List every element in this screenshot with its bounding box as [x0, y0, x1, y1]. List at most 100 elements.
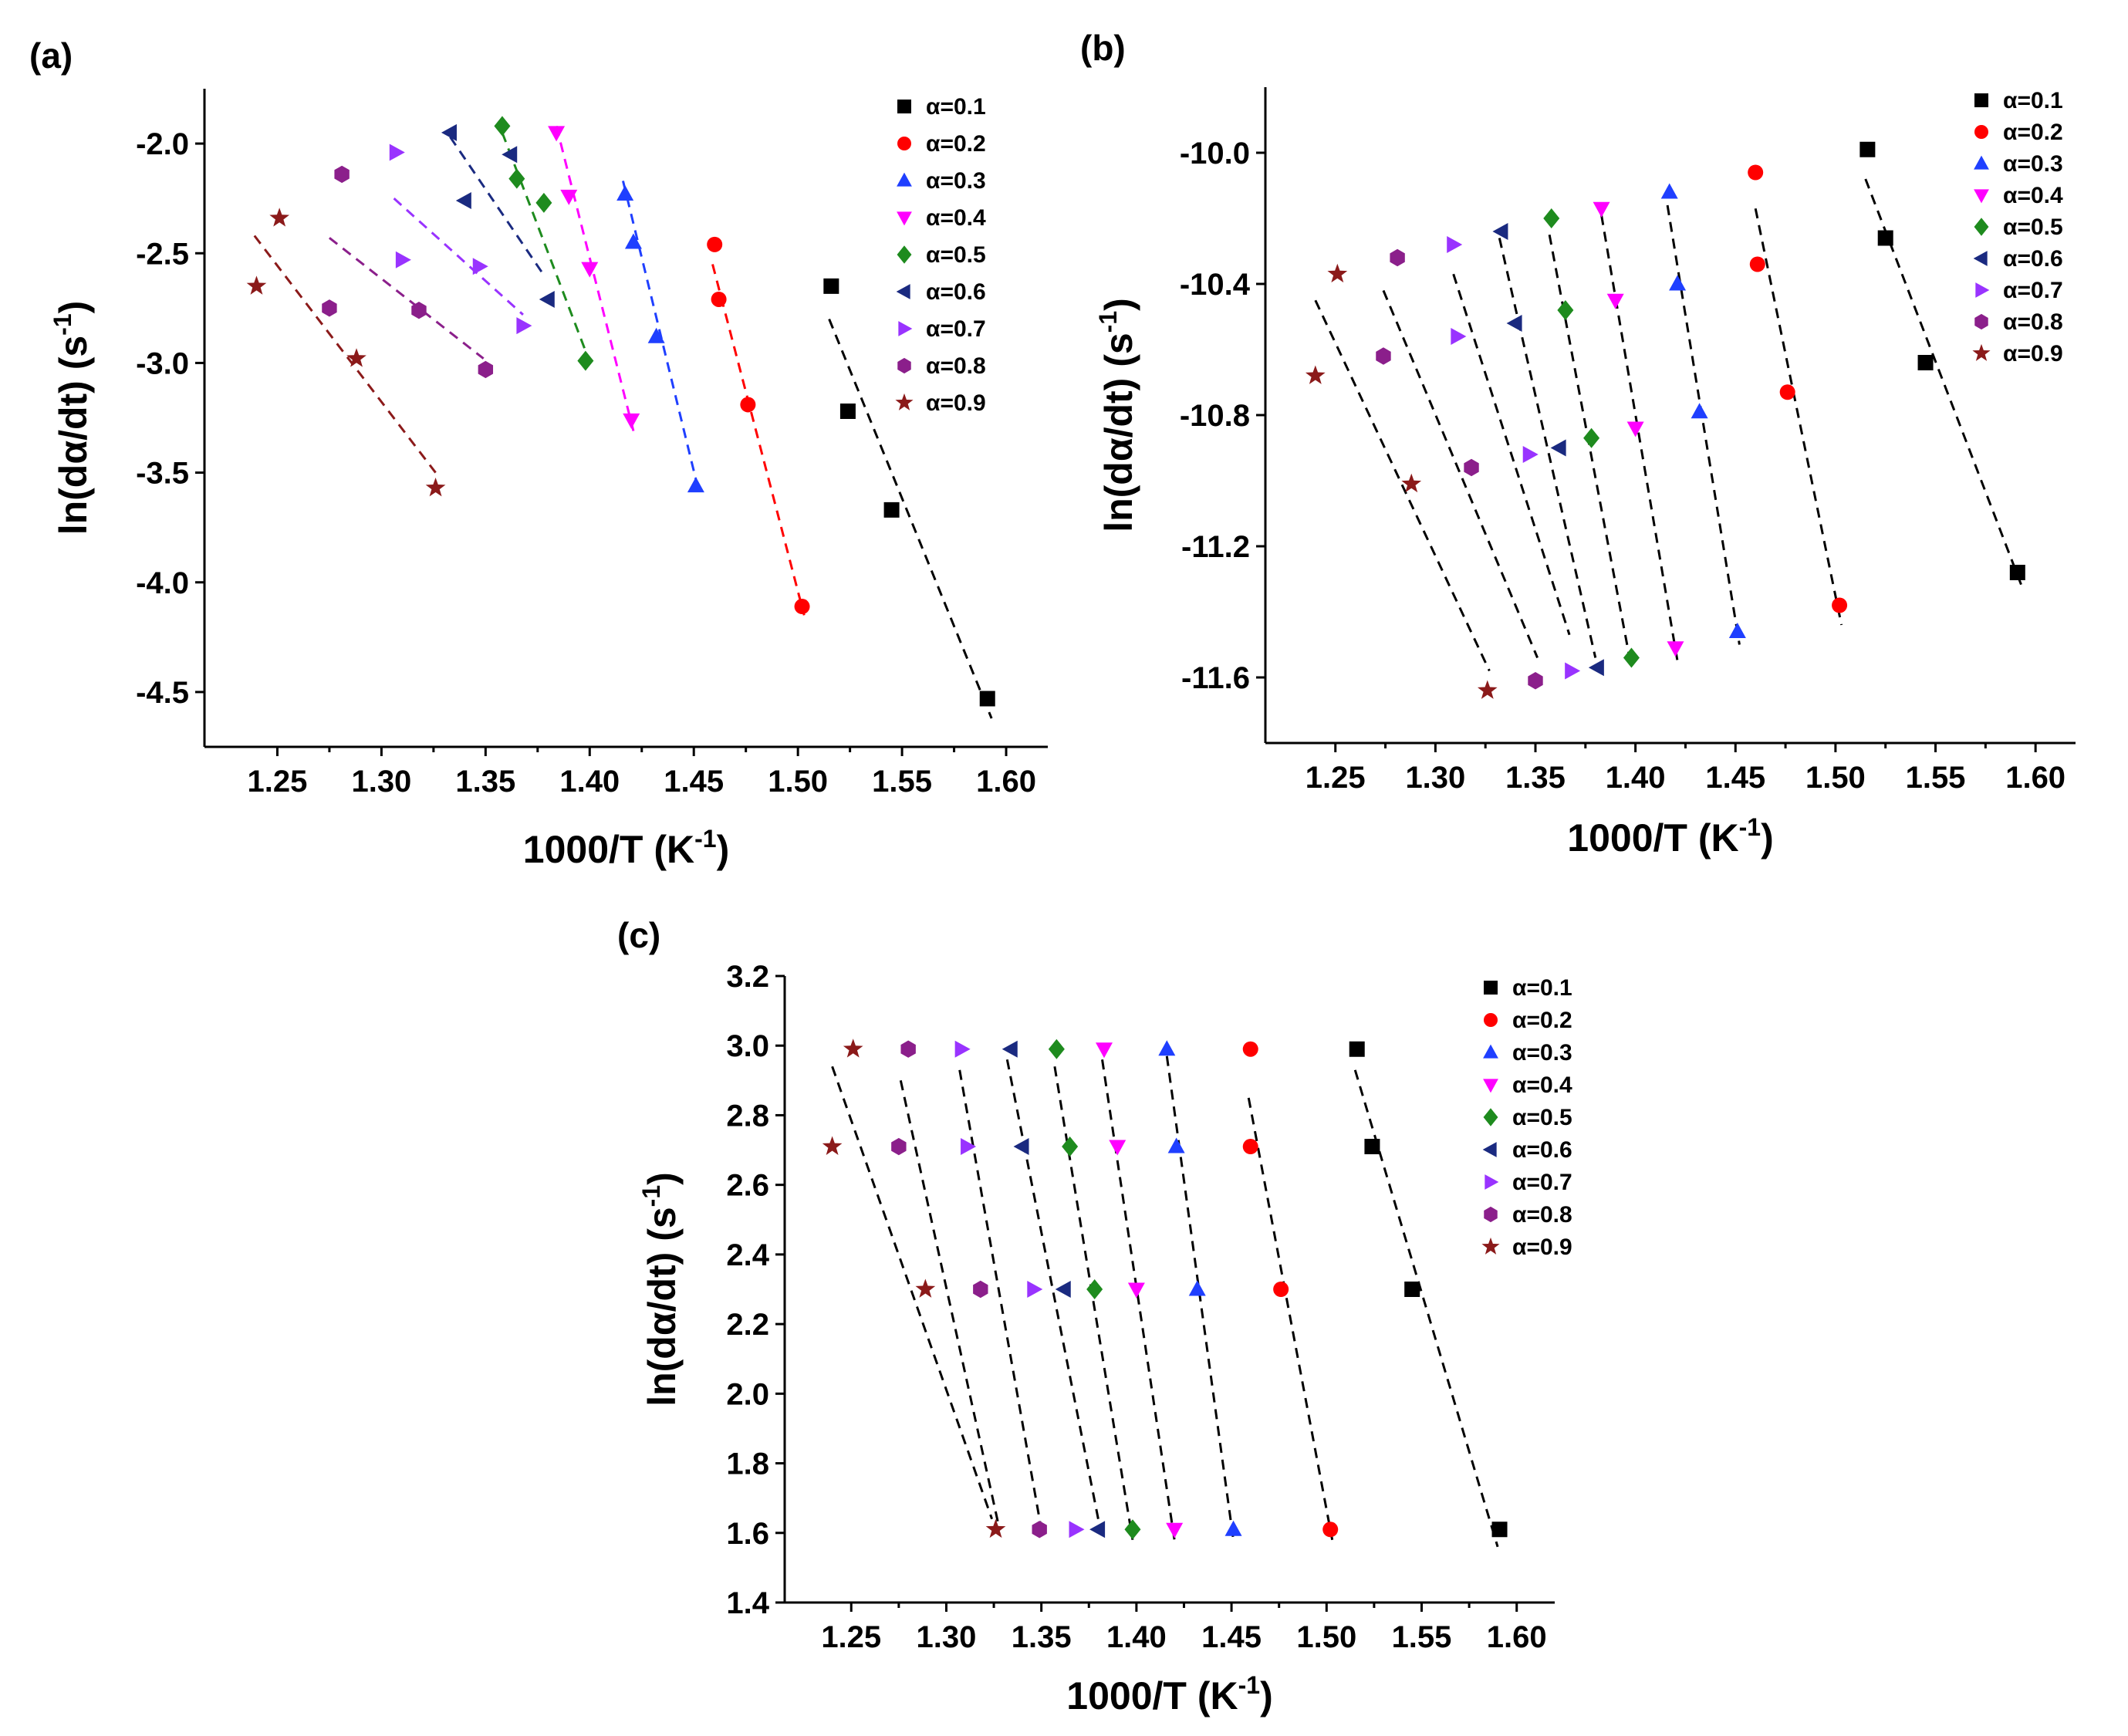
- data-point: [961, 1138, 977, 1156]
- data-point: [1583, 427, 1600, 448]
- data-point: [1242, 1041, 1258, 1057]
- x-tick-label: 1.30: [351, 765, 411, 799]
- y-tick-label: -11.6: [1181, 661, 1250, 695]
- data-point: [508, 168, 525, 189]
- data-point: [1669, 275, 1687, 291]
- triangle-left-marker-icon: [1482, 1142, 1497, 1157]
- data-point: [1062, 1137, 1079, 1157]
- fit-line: [1005, 1059, 1102, 1530]
- series-alpha-0.9: [1305, 263, 1498, 699]
- data-point: [1877, 230, 1893, 246]
- data-point: [560, 189, 578, 205]
- legend-label: α=0.2: [1512, 1008, 1572, 1033]
- legend-label: α=0.3: [926, 168, 986, 194]
- fit-line: [1754, 208, 1843, 626]
- data-point: [915, 1278, 936, 1298]
- data-point: [1095, 1042, 1113, 1059]
- legend-label: α=0.4: [1512, 1072, 1572, 1098]
- data-point: [985, 1518, 1006, 1538]
- data-point: [322, 299, 337, 317]
- data-point: [478, 360, 494, 379]
- panel-label: (c): [617, 915, 660, 955]
- data-point: [1109, 1140, 1126, 1156]
- fit-line: [899, 1080, 1001, 1530]
- y-tick-label: 2.4: [726, 1238, 769, 1272]
- data-point: [577, 350, 594, 371]
- triangle-down-marker-icon: [897, 211, 912, 226]
- fit-line: [1165, 1055, 1235, 1541]
- legend-label: α=0.3: [2003, 151, 2063, 177]
- data-point: [954, 1040, 971, 1058]
- legend-label: α=0.7: [1512, 1170, 1572, 1195]
- data-point: [1543, 208, 1560, 228]
- series-alpha-0.5: [1543, 208, 1640, 668]
- data-point: [1748, 164, 1764, 181]
- x-tick-label: 1.25: [248, 765, 308, 799]
- circle-marker-icon: [897, 137, 911, 150]
- hexagon-marker-icon: [897, 357, 911, 374]
- fit-line: [1382, 289, 1539, 659]
- fit-line: [831, 1066, 994, 1520]
- data-point: [1305, 365, 1326, 384]
- y-tick-label: 2.2: [726, 1308, 769, 1342]
- legend-label: α=0.5: [2003, 214, 2063, 240]
- data-point: [1623, 647, 1640, 668]
- triangle-right-marker-icon: [898, 321, 913, 336]
- y-tick-label: 2.6: [726, 1169, 769, 1203]
- star-marker-icon: [1972, 343, 1991, 361]
- data-point: [900, 1040, 916, 1058]
- data-point: [1728, 623, 1746, 638]
- hexagon-marker-icon: [1484, 1206, 1498, 1223]
- y-tick-label: 1.6: [726, 1517, 769, 1551]
- data-point: [425, 477, 446, 497]
- data-point: [1013, 1138, 1029, 1156]
- data-point: [839, 403, 856, 419]
- data-point: [823, 278, 839, 294]
- data-point: [548, 126, 566, 142]
- data-point: [1626, 421, 1644, 437]
- data-point: [1451, 328, 1467, 345]
- series-alpha-0.2: [1242, 1041, 1339, 1541]
- y-tick-label: -10.0: [1180, 137, 1250, 171]
- y-tick-label: 3.2: [726, 960, 769, 994]
- x-tick-label: 1.45: [664, 765, 724, 799]
- y-tick-label: -4.0: [136, 566, 189, 600]
- series-alpha-0.1: [823, 278, 995, 719]
- data-point: [1322, 1522, 1339, 1538]
- x-tick-label: 1.40: [1106, 1620, 1167, 1654]
- x-tick-label: 1.55: [1392, 1620, 1452, 1654]
- legend-label: α=0.9: [926, 390, 986, 416]
- x-tick-label: 1.50: [1805, 761, 1866, 795]
- data-point: [1364, 1139, 1380, 1155]
- data-point: [794, 599, 810, 615]
- series-alpha-0.3: [616, 181, 704, 493]
- data-point: [1127, 1282, 1145, 1299]
- data-point: [687, 477, 704, 493]
- legend-label: α=0.8: [1512, 1202, 1572, 1228]
- circle-marker-icon: [1484, 1013, 1498, 1027]
- data-point: [472, 258, 488, 275]
- data-point: [979, 691, 995, 707]
- data-point: [1349, 1041, 1365, 1057]
- y-tick-label: -3.5: [136, 457, 189, 491]
- series-alpha-0.8: [891, 1040, 1047, 1538]
- data-point: [1522, 446, 1539, 463]
- y-tick-label: 1.4: [726, 1586, 769, 1620]
- fit-line: [449, 136, 546, 276]
- series-alpha-0.2: [1748, 164, 1848, 626]
- data-point: [891, 1137, 907, 1156]
- x-tick-label: 1.25: [1306, 761, 1366, 795]
- data-point: [389, 144, 405, 161]
- fit-line: [1666, 204, 1741, 645]
- data-point: [455, 192, 471, 210]
- fit-line: [711, 264, 806, 616]
- data-point: [1188, 1280, 1206, 1296]
- data-point: [1089, 1521, 1106, 1538]
- x-axis-title: 1000/T (K-1): [523, 825, 729, 871]
- data-point: [1158, 1040, 1176, 1056]
- data-point: [1550, 439, 1566, 457]
- fit-line: [1101, 1059, 1176, 1541]
- triangle-left-marker-icon: [1973, 251, 1988, 266]
- data-point: [1167, 1137, 1185, 1153]
